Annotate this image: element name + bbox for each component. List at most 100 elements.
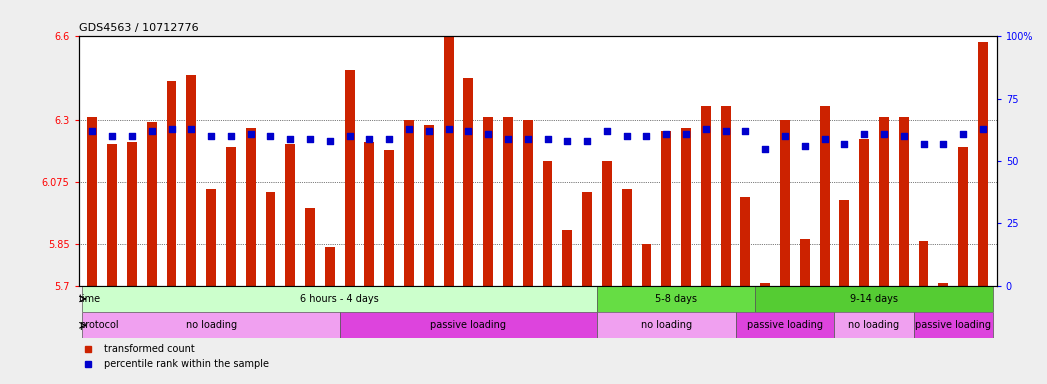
- Bar: [542, 161, 553, 286]
- Bar: [344, 70, 355, 286]
- Point: [341, 133, 358, 139]
- Point: [440, 126, 456, 132]
- Point: [460, 128, 476, 134]
- Text: transformed count: transformed count: [105, 344, 195, 354]
- Point: [242, 131, 259, 137]
- Bar: [88, 117, 97, 286]
- Text: no loading: no loading: [185, 320, 237, 330]
- Bar: [339, 312, 597, 338]
- Point: [539, 136, 556, 142]
- Bar: [740, 197, 751, 286]
- Point: [480, 131, 496, 137]
- Point: [124, 133, 140, 139]
- Bar: [127, 142, 137, 286]
- Bar: [147, 122, 157, 286]
- Point: [599, 128, 616, 134]
- Point: [855, 131, 872, 137]
- Text: no loading: no loading: [848, 320, 899, 330]
- Bar: [206, 189, 216, 286]
- Bar: [860, 139, 869, 286]
- Bar: [484, 117, 493, 286]
- Text: 9-14 days: 9-14 days: [850, 294, 898, 304]
- Point: [836, 141, 852, 147]
- Text: no loading: no loading: [641, 320, 692, 330]
- Bar: [582, 192, 592, 286]
- Point: [104, 133, 120, 139]
- Point: [282, 136, 298, 142]
- Text: GDS4563 / 10712776: GDS4563 / 10712776: [79, 23, 198, 33]
- Point: [401, 126, 418, 132]
- Bar: [107, 144, 117, 286]
- Point: [519, 136, 536, 142]
- Point: [658, 131, 674, 137]
- Bar: [780, 119, 789, 286]
- Point: [203, 133, 220, 139]
- Bar: [622, 189, 631, 286]
- Point: [895, 133, 912, 139]
- Point: [84, 128, 101, 134]
- Point: [777, 133, 794, 139]
- Point: [619, 133, 636, 139]
- Text: percentile rank within the sample: percentile rank within the sample: [105, 359, 269, 369]
- Point: [975, 126, 992, 132]
- Point: [697, 126, 714, 132]
- Bar: [682, 128, 691, 286]
- Point: [677, 131, 694, 137]
- Point: [559, 138, 576, 144]
- Bar: [522, 119, 533, 286]
- Bar: [700, 106, 711, 286]
- Point: [262, 133, 279, 139]
- Bar: [978, 42, 987, 286]
- Point: [737, 128, 754, 134]
- Bar: [286, 144, 295, 286]
- Point: [223, 133, 240, 139]
- Point: [381, 136, 398, 142]
- Bar: [562, 230, 573, 286]
- Bar: [938, 283, 949, 286]
- Bar: [404, 119, 414, 286]
- Point: [321, 138, 338, 144]
- Point: [797, 143, 814, 149]
- Point: [302, 136, 318, 142]
- Bar: [444, 36, 453, 286]
- Bar: [642, 244, 651, 286]
- Point: [875, 131, 892, 137]
- Point: [955, 131, 972, 137]
- Bar: [305, 208, 315, 286]
- Bar: [755, 286, 993, 312]
- Bar: [325, 247, 335, 286]
- Text: passive loading: passive loading: [747, 320, 823, 330]
- Point: [717, 128, 734, 134]
- Point: [817, 136, 833, 142]
- Point: [183, 126, 200, 132]
- Text: time: time: [79, 294, 101, 304]
- Bar: [760, 283, 771, 286]
- Bar: [503, 117, 513, 286]
- Bar: [800, 238, 809, 286]
- Bar: [364, 142, 375, 286]
- Bar: [226, 147, 236, 286]
- Point: [163, 126, 180, 132]
- Bar: [266, 192, 275, 286]
- Bar: [662, 131, 671, 286]
- Bar: [83, 312, 339, 338]
- Bar: [898, 117, 909, 286]
- Point: [757, 146, 774, 152]
- Bar: [820, 106, 829, 286]
- Bar: [958, 147, 968, 286]
- Bar: [879, 117, 889, 286]
- Text: 6 hours - 4 days: 6 hours - 4 days: [300, 294, 379, 304]
- Bar: [840, 200, 849, 286]
- Bar: [918, 242, 929, 286]
- Point: [638, 133, 654, 139]
- Bar: [736, 312, 834, 338]
- Text: passive loading: passive loading: [430, 320, 507, 330]
- Text: passive loading: passive loading: [915, 320, 992, 330]
- Point: [361, 136, 378, 142]
- Bar: [914, 312, 993, 338]
- Bar: [602, 161, 611, 286]
- Point: [915, 141, 932, 147]
- Bar: [83, 286, 597, 312]
- Point: [579, 138, 596, 144]
- Bar: [720, 106, 731, 286]
